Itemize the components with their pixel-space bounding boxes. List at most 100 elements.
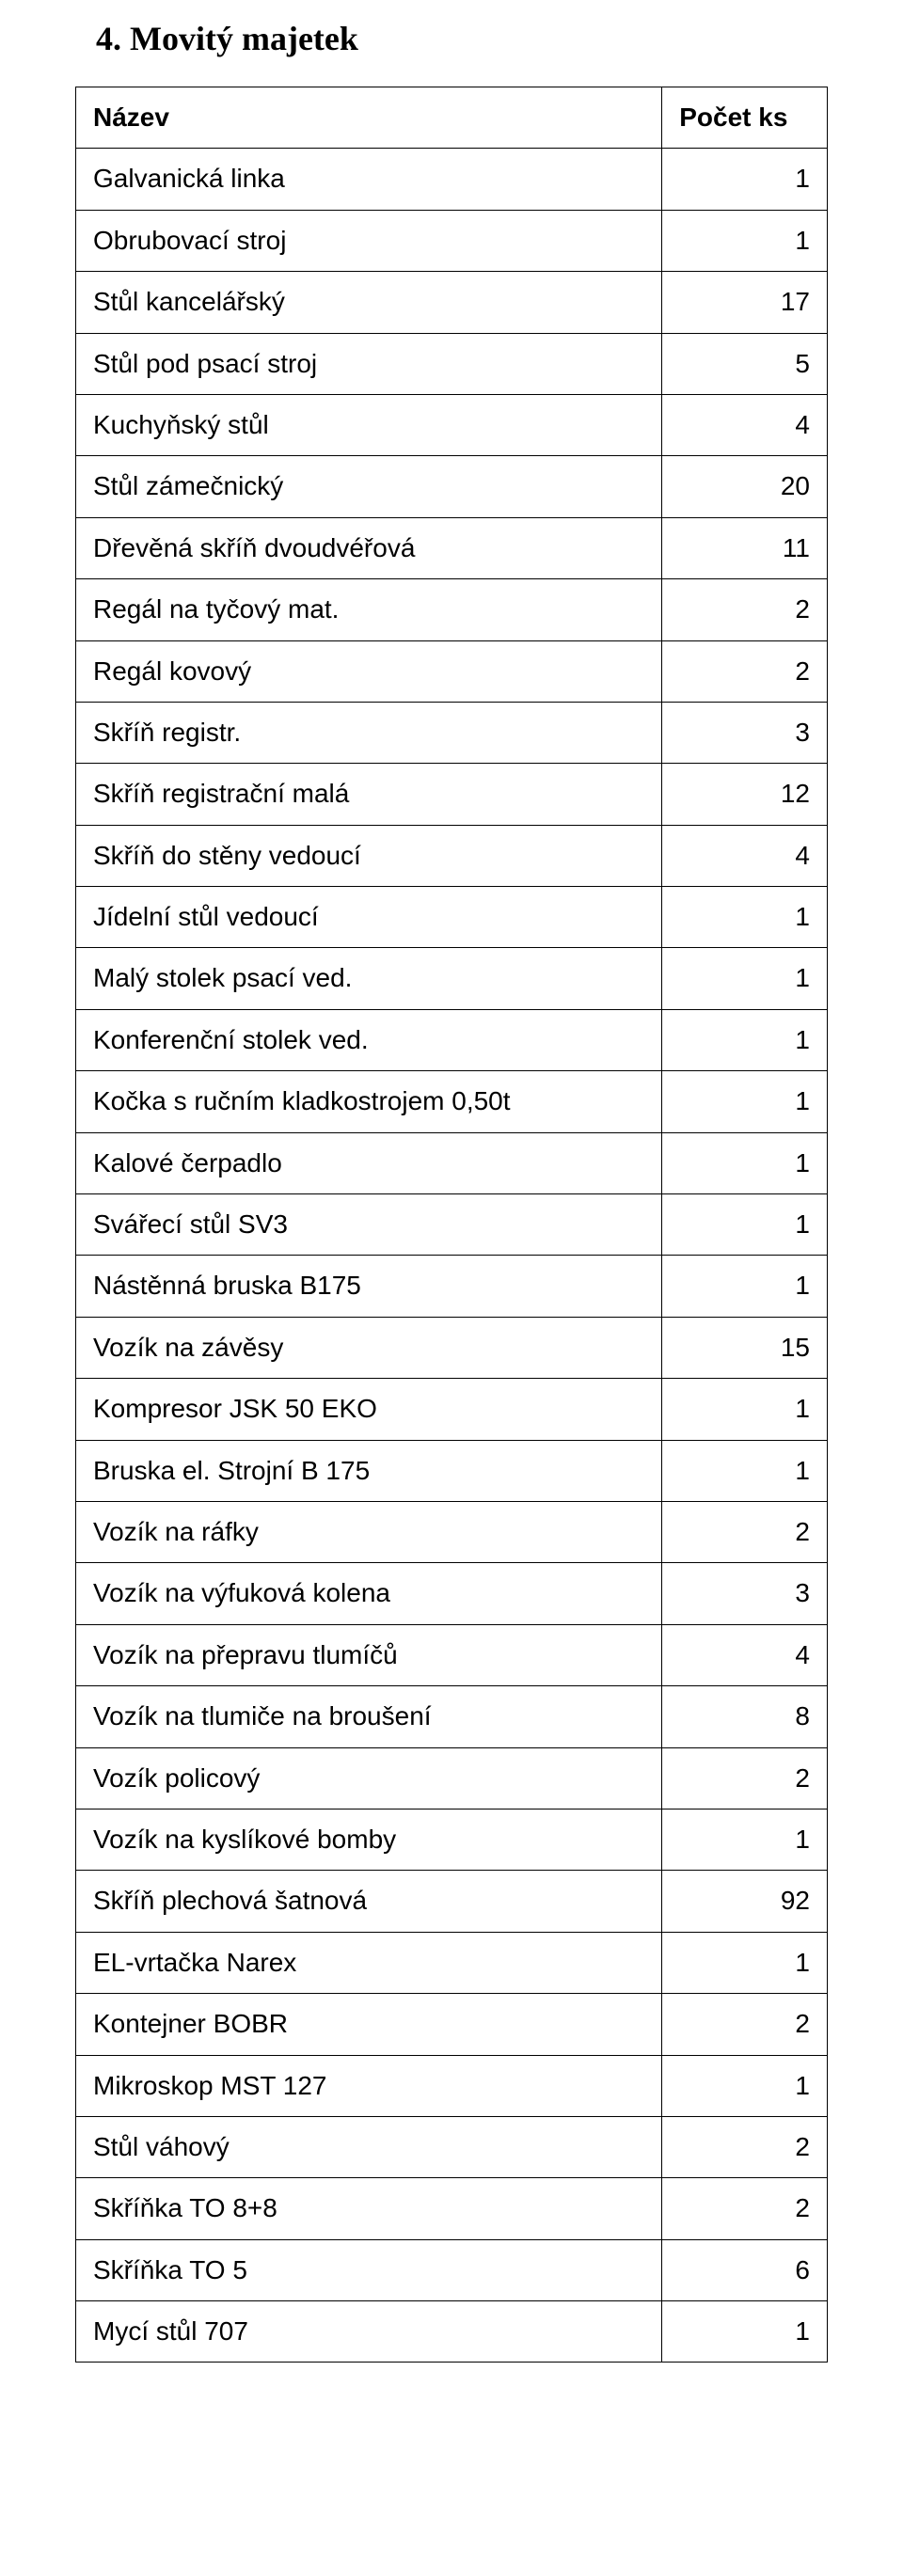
table-cell-name: Vozík na kyslíkové bomby [76, 1809, 662, 1870]
table-cell-name: Skříňka TO 8+8 [76, 2178, 662, 2239]
table-cell-name: Stůl kancelářský [76, 272, 662, 333]
table-cell-count: 2 [662, 579, 828, 640]
table-row: EL-vrtačka Narex1 [76, 1932, 828, 1993]
table-cell-name: Kočka s ručním kladkostrojem 0,50t [76, 1071, 662, 1132]
table-cell-count: 2 [662, 640, 828, 702]
table-cell-count: 1 [662, 1256, 828, 1317]
table-row: Vozík na závěsy15 [76, 1317, 828, 1378]
table-row: Skříň do stěny vedoucí4 [76, 825, 828, 886]
table-row: Skříň registr.3 [76, 702, 828, 763]
table-row: Regál kovový2 [76, 640, 828, 702]
table-cell-name: Malý stolek psací ved. [76, 948, 662, 1009]
table-row: Mikroskop MST 1271 [76, 2055, 828, 2116]
table-cell-count: 1 [662, 1379, 828, 1440]
table-row: Konferenční stolek ved.1 [76, 1009, 828, 1070]
table-cell-count: 92 [662, 1871, 828, 1932]
table-cell-name: Skříň registr. [76, 702, 662, 763]
table-row: Skříň registrační malá12 [76, 764, 828, 825]
table-row: Dřevěná skříň dvoudvéřová11 [76, 517, 828, 578]
table-cell-count: 2 [662, 1747, 828, 1809]
table-row: Galvanická linka1 [76, 149, 828, 210]
page: 4. Movitý majetek Název Počet ks Galvani… [0, 0, 903, 2400]
table-cell-count: 5 [662, 333, 828, 394]
table-cell-name: Nástěnná bruska B175 [76, 1256, 662, 1317]
table-cell-count: 3 [662, 1563, 828, 1624]
section-heading: 4. Movitý majetek [75, 19, 828, 58]
table-cell-count: 2 [662, 2116, 828, 2177]
table-row: Kočka s ručním kladkostrojem 0,50t1 [76, 1071, 828, 1132]
table-cell-name: Stůl zámečnický [76, 456, 662, 517]
table-cell-name: Vozík na závěsy [76, 1317, 662, 1378]
table-cell-count: 1 [662, 210, 828, 271]
table-cell-name: Vozík na tlumiče na broušení [76, 1686, 662, 1747]
table-row: Skříňka TO 8+82 [76, 2178, 828, 2239]
table-cell-name: Kalové čerpadlo [76, 1132, 662, 1193]
table-row: Skříňka TO 56 [76, 2239, 828, 2300]
table-row: Jídelní stůl vedoucí1 [76, 887, 828, 948]
table-row: Kuchyňský stůl4 [76, 394, 828, 455]
table-cell-count: 8 [662, 1686, 828, 1747]
table-row: Vozík na tlumiče na broušení8 [76, 1686, 828, 1747]
table-cell-count: 17 [662, 272, 828, 333]
table-row: Mycí stůl 7071 [76, 2301, 828, 2363]
table-cell-name: Stůl pod psací stroj [76, 333, 662, 394]
table-row: Stůl kancelářský17 [76, 272, 828, 333]
table-cell-count: 1 [662, 1009, 828, 1070]
table-row: Regál na tyčový mat.2 [76, 579, 828, 640]
table-header-row: Název Počet ks [76, 87, 828, 149]
table-row: Vozík na výfuková kolena3 [76, 1563, 828, 1624]
table-row: Svářecí stůl SV31 [76, 1194, 828, 1256]
table-row: Bruska el. Strojní B 1751 [76, 1440, 828, 1501]
table-cell-count: 2 [662, 2178, 828, 2239]
table-cell-count: 2 [662, 1501, 828, 1562]
table-cell-name: EL-vrtačka Narex [76, 1932, 662, 1993]
table-cell-count: 1 [662, 1932, 828, 1993]
table-row: Kompresor JSK 50 EKO1 [76, 1379, 828, 1440]
table-cell-name: Jídelní stůl vedoucí [76, 887, 662, 948]
table-cell-name: Stůl váhový [76, 2116, 662, 2177]
table-cell-name: Skříňka TO 5 [76, 2239, 662, 2300]
assets-table: Název Počet ks Galvanická linka1Obrubova… [75, 87, 828, 2363]
table-row: Skříň plechová šatnová92 [76, 1871, 828, 1932]
table-row: Vozík policový2 [76, 1747, 828, 1809]
table-row: Malý stolek psací ved.1 [76, 948, 828, 1009]
table-row: Obrubovací stroj1 [76, 210, 828, 271]
table-row: Vozík na přepravu tlumíčů4 [76, 1624, 828, 1685]
table-cell-name: Svářecí stůl SV3 [76, 1194, 662, 1256]
table-cell-name: Vozík na přepravu tlumíčů [76, 1624, 662, 1685]
table-cell-count: 4 [662, 1624, 828, 1685]
table-cell-name: Regál na tyčový mat. [76, 579, 662, 640]
table-cell-name: Skříň do stěny vedoucí [76, 825, 662, 886]
table-row: Vozík na kyslíkové bomby1 [76, 1809, 828, 1870]
table-row: Stůl zámečnický20 [76, 456, 828, 517]
table-row: Kalové čerpadlo1 [76, 1132, 828, 1193]
table-cell-name: Mycí stůl 707 [76, 2301, 662, 2363]
table-cell-count: 1 [662, 1809, 828, 1870]
table-cell-count: 6 [662, 2239, 828, 2300]
table-cell-name: Galvanická linka [76, 149, 662, 210]
table-cell-count: 1 [662, 1440, 828, 1501]
table-cell-count: 1 [662, 1194, 828, 1256]
table-cell-count: 1 [662, 887, 828, 948]
table-cell-name: Mikroskop MST 127 [76, 2055, 662, 2116]
col-header-name: Název [76, 87, 662, 149]
table-row: Stůl váhový2 [76, 2116, 828, 2177]
table-cell-name: Kontejner BOBR [76, 1994, 662, 2055]
table-cell-count: 1 [662, 2301, 828, 2363]
table-cell-name: Kuchyňský stůl [76, 394, 662, 455]
table-cell-count: 1 [662, 2055, 828, 2116]
table-row: Nástěnná bruska B1751 [76, 1256, 828, 1317]
table-cell-count: 4 [662, 394, 828, 455]
table-cell-name: Vozík na výfuková kolena [76, 1563, 662, 1624]
table-cell-count: 15 [662, 1317, 828, 1378]
table-cell-name: Dřevěná skříň dvoudvéřová [76, 517, 662, 578]
table-cell-name: Bruska el. Strojní B 175 [76, 1440, 662, 1501]
table-cell-name: Regál kovový [76, 640, 662, 702]
table-row: Vozík na ráfky2 [76, 1501, 828, 1562]
table-cell-count: 1 [662, 149, 828, 210]
table-cell-count: 12 [662, 764, 828, 825]
table-cell-count: 3 [662, 702, 828, 763]
table-cell-count: 20 [662, 456, 828, 517]
table-cell-name: Skříň plechová šatnová [76, 1871, 662, 1932]
table-cell-name: Vozík na ráfky [76, 1501, 662, 1562]
